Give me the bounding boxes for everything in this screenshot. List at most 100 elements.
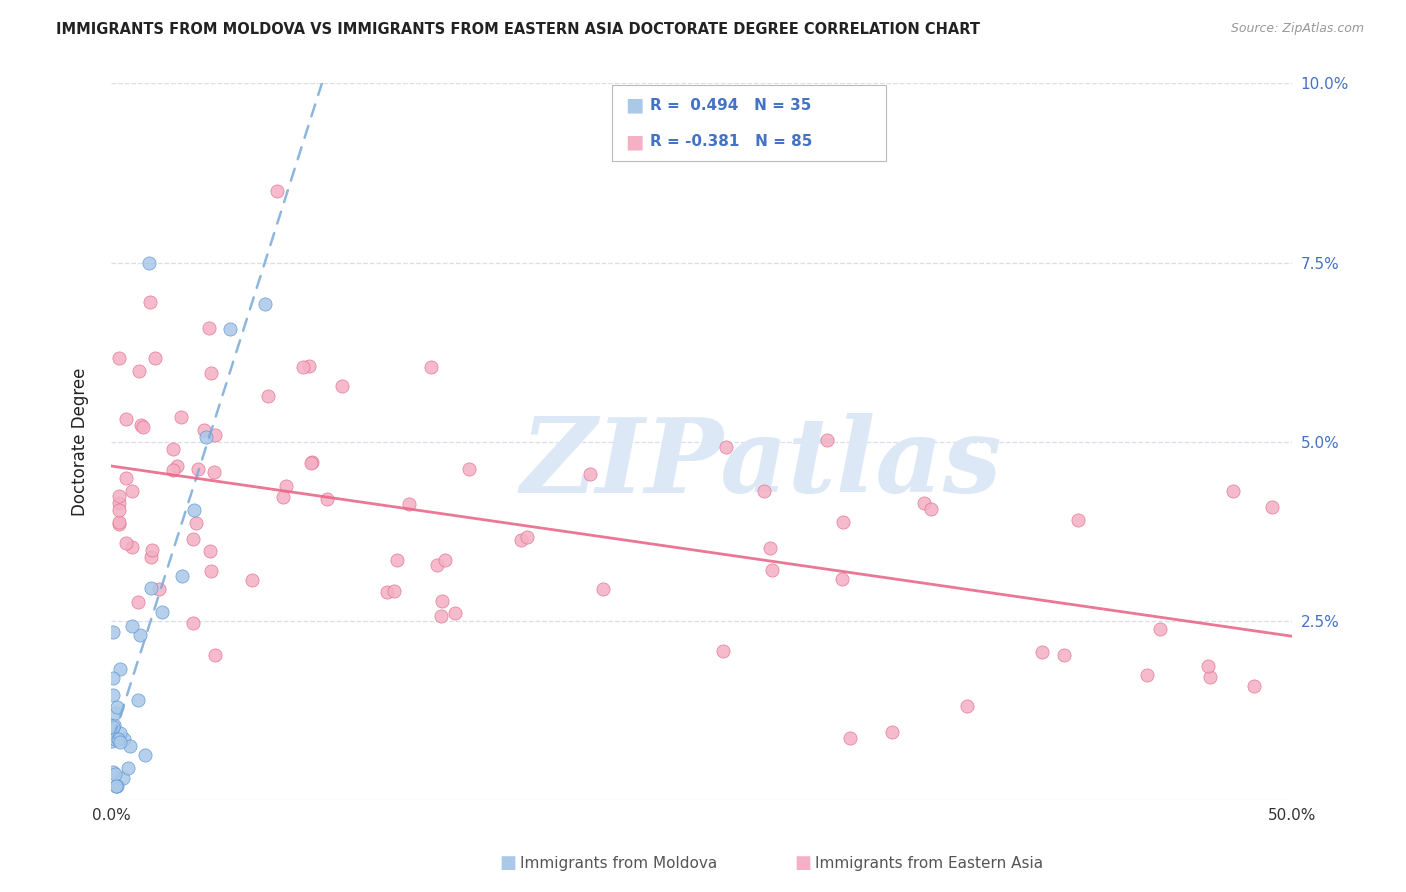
Point bbox=[200, 564, 222, 578]
Point bbox=[298, 359, 321, 373]
Point bbox=[398, 497, 420, 511]
Point bbox=[117, 761, 139, 775]
Point bbox=[183, 502, 205, 516]
Point bbox=[107, 489, 129, 503]
Point bbox=[198, 320, 221, 334]
Point bbox=[759, 541, 782, 555]
Point bbox=[104, 706, 127, 721]
Point bbox=[761, 563, 783, 577]
Point bbox=[291, 359, 314, 374]
Point bbox=[181, 615, 204, 630]
Point bbox=[266, 184, 288, 198]
Point bbox=[121, 540, 143, 554]
Point bbox=[578, 467, 600, 481]
Point bbox=[162, 442, 184, 456]
Point bbox=[204, 428, 226, 442]
Point bbox=[831, 573, 853, 587]
Point bbox=[139, 549, 162, 564]
Point bbox=[218, 321, 240, 335]
Point bbox=[172, 569, 194, 583]
Point bbox=[114, 470, 136, 484]
Point bbox=[882, 725, 904, 739]
Point bbox=[920, 502, 942, 516]
Text: ■: ■ bbox=[626, 132, 644, 151]
Point bbox=[120, 739, 142, 753]
Point bbox=[752, 484, 775, 499]
Point bbox=[1031, 645, 1053, 659]
Point bbox=[105, 779, 128, 793]
Point bbox=[912, 496, 935, 510]
Text: ■: ■ bbox=[626, 95, 644, 115]
Text: Source: ZipAtlas.com: Source: ZipAtlas.com bbox=[1230, 22, 1364, 36]
Point bbox=[162, 463, 184, 477]
Point bbox=[299, 456, 322, 470]
Point bbox=[115, 536, 138, 550]
Point bbox=[839, 731, 862, 746]
Point bbox=[202, 466, 225, 480]
Text: R = -0.381   N = 85: R = -0.381 N = 85 bbox=[650, 134, 811, 149]
Point bbox=[420, 359, 443, 374]
Point bbox=[107, 731, 129, 746]
Point bbox=[193, 423, 215, 437]
Point bbox=[271, 490, 294, 504]
Point bbox=[127, 693, 149, 707]
Point bbox=[457, 462, 479, 476]
Point bbox=[430, 594, 453, 608]
Point bbox=[1199, 670, 1222, 684]
Point bbox=[108, 662, 131, 676]
Text: ■: ■ bbox=[499, 855, 516, 872]
Point bbox=[143, 351, 166, 366]
Point bbox=[204, 648, 226, 662]
Point bbox=[1067, 513, 1090, 527]
Point bbox=[1243, 679, 1265, 693]
Point bbox=[166, 459, 188, 474]
Y-axis label: Doctorate Degree: Doctorate Degree bbox=[72, 368, 89, 516]
Point bbox=[107, 351, 129, 366]
Text: R =  0.494   N = 35: R = 0.494 N = 35 bbox=[650, 98, 811, 112]
Point bbox=[104, 779, 127, 793]
Point bbox=[443, 607, 465, 621]
Point bbox=[104, 767, 127, 781]
Point bbox=[956, 698, 979, 713]
Point bbox=[101, 624, 124, 639]
Point bbox=[148, 582, 170, 597]
Point bbox=[1136, 668, 1159, 682]
Point bbox=[101, 734, 124, 748]
Point bbox=[107, 517, 129, 532]
Point bbox=[121, 483, 143, 498]
Point bbox=[138, 255, 160, 269]
Point bbox=[121, 619, 143, 633]
Point bbox=[104, 732, 127, 747]
Point bbox=[276, 478, 298, 492]
Point bbox=[112, 771, 135, 785]
Point bbox=[107, 515, 129, 529]
Point bbox=[516, 529, 538, 543]
Point bbox=[198, 544, 221, 558]
Point bbox=[129, 417, 152, 432]
Point bbox=[253, 297, 276, 311]
Point bbox=[1261, 500, 1284, 515]
Point bbox=[716, 440, 738, 454]
Point bbox=[103, 688, 125, 702]
Point bbox=[315, 491, 337, 506]
Point bbox=[242, 574, 264, 588]
Point bbox=[101, 671, 124, 685]
Point bbox=[1197, 658, 1219, 673]
Point bbox=[187, 461, 209, 475]
Point bbox=[114, 412, 136, 426]
Point bbox=[139, 581, 162, 595]
Point bbox=[1222, 483, 1244, 498]
Point bbox=[112, 732, 135, 747]
Point bbox=[108, 726, 131, 740]
Point bbox=[194, 430, 217, 444]
Point bbox=[110, 735, 132, 749]
Point bbox=[387, 553, 409, 567]
Point bbox=[181, 533, 204, 547]
Point bbox=[107, 496, 129, 510]
Point bbox=[127, 595, 149, 609]
Point bbox=[592, 582, 614, 596]
Point bbox=[1053, 648, 1076, 663]
Point bbox=[184, 516, 207, 530]
Point bbox=[375, 585, 398, 599]
Point bbox=[141, 542, 163, 557]
